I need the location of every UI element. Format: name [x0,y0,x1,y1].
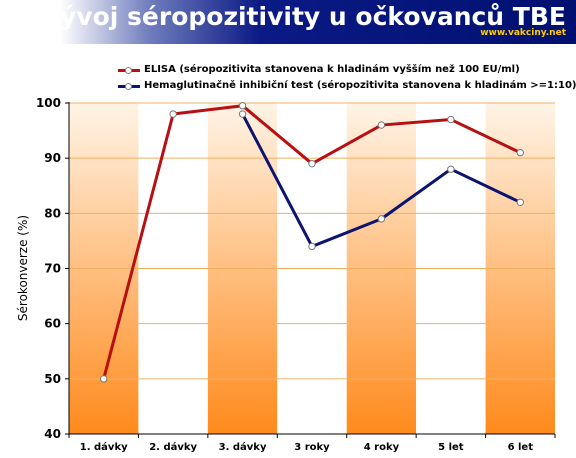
y-tick-label: 70 [44,262,61,276]
y-tick-label: 40 [44,427,61,441]
x-tick-label: 3. dávky [219,441,267,453]
gridlines [69,102,555,380]
x-tick-labels: 1. dávky 2. dávky 3. dávky 3 roky 4 roky 5 le… [80,441,533,453]
data-point-hemag [308,242,316,251]
y-tick-label: 50 [44,372,61,386]
chart-legend: ELISA (séropozitivita stanovena k hladin… [118,62,576,94]
data-point-elisa [238,102,247,110]
y-tick-label: 90 [44,151,61,165]
data-point-elisa [100,375,108,383]
x-tick-label: 2. dávky [149,441,197,453]
legend-label-elisa: ELISA (séropozitivita stanovena k hladin… [144,64,520,75]
data-point-hemag [516,198,524,207]
data-point-hemag [377,215,386,223]
legend-item-hemag: Hemaglutinačně inhibiční test (séropozit… [118,78,576,94]
page-title: Vývoj séropozitivity u očkovanců TBE [40,2,566,31]
x-tick-label: 5 let [438,442,464,453]
data-point-elisa [169,110,177,118]
y-tick-label: 100 [36,96,61,110]
x-tick-label: 1. dávky [80,441,128,453]
y-tick-label: 60 [44,317,61,331]
x-tick-label: 3 roky [294,442,330,453]
legend-label-hemag: Hemaglutinačně inhibiční test (séropozit… [144,80,576,91]
legend-marker-elisa [125,67,132,74]
data-point-hemag [447,165,455,173]
data-point-hemag [238,110,247,118]
data-point-elisa [377,121,386,129]
axes [65,102,556,438]
data-point-elisa [308,159,316,168]
y-tick-labels: 40 50 60 70 80 90 100 [36,96,61,441]
legend-item-elisa: ELISA (séropozitivita stanovena k hladin… [118,62,576,78]
data-series [100,102,524,383]
data-point-elisa [447,115,455,124]
y-tick-label: 80 [44,206,61,220]
data-point-elisa [516,148,524,157]
x-tick-label: 6 let [508,442,534,453]
x-tick-label: 4 roky [364,442,400,453]
header-banner: Vývoj séropozitivity u očkovanců TBE www… [0,0,576,44]
legend-marker-hemag [125,83,132,90]
site-link[interactable]: www.vakciny.net [480,28,566,38]
